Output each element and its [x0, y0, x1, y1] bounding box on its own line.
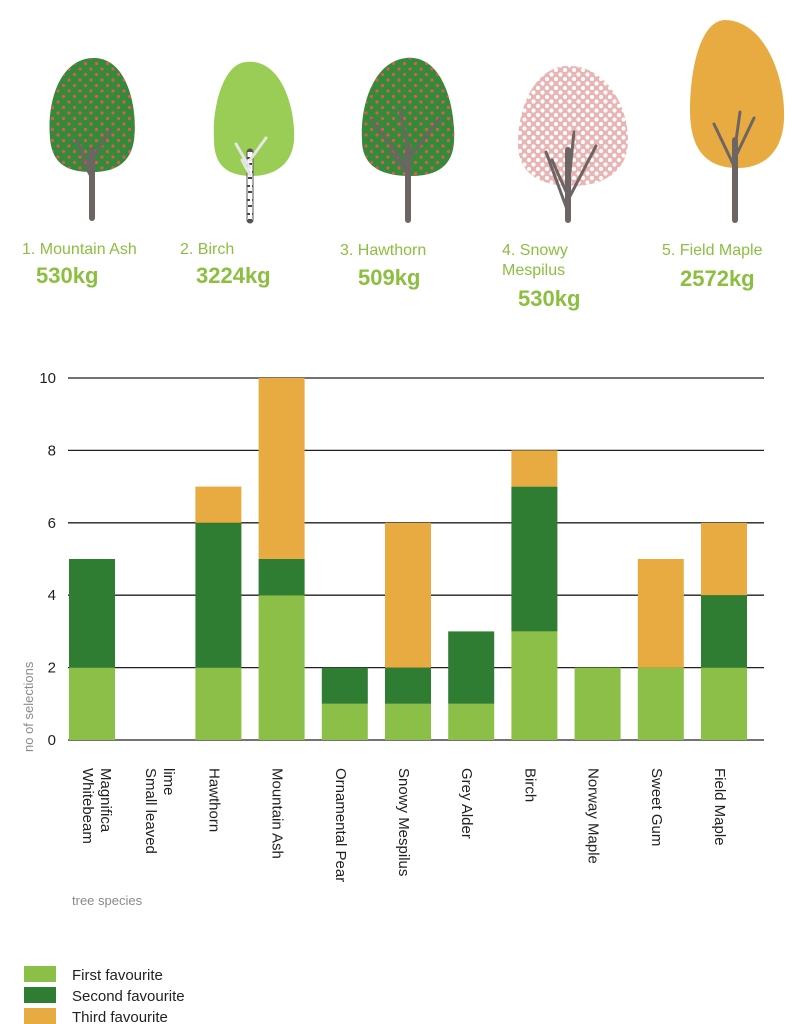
y-tick-label: 6 [48, 515, 56, 532]
tree-branch [733, 116, 756, 160]
tree-name-label: 3. Hawthorn [340, 242, 426, 259]
tree-labels: 1. Mountain Ash 530kg 2. Birch 3224kg 3. Haw… [22, 241, 763, 311]
y-tick-label: 8 [48, 442, 56, 459]
tree-branch [544, 150, 570, 214]
x-category-label: Whitebeam [79, 768, 96, 844]
tree-name-label: Mespilus [502, 262, 565, 279]
tree-weight-label: 530kg [36, 263, 98, 288]
tree-weight-label: 2572kg [680, 266, 755, 291]
y-tick-label: 2 [48, 660, 56, 677]
bar-segment-3 [258, 378, 305, 559]
x-category-label: Magnifica [97, 768, 114, 833]
tree-branch [398, 108, 410, 152]
tree-weight-label: 3224kg [196, 263, 271, 288]
x-category-label: Hawthorn [205, 768, 222, 832]
tree-branch [406, 116, 442, 162]
tree-branch [74, 138, 94, 172]
tree-name-label: 4. Snowy [502, 242, 568, 259]
tree-name-label: 5. Field Maple [662, 242, 763, 259]
x-category-label: Sweet Gum [648, 768, 665, 846]
tree-branch [566, 144, 598, 202]
bar-segment-2 [701, 595, 747, 668]
y-tick-label: 4 [48, 587, 56, 604]
bar-segment-3 [511, 450, 558, 487]
tree-branch [712, 122, 737, 170]
legend-label: Third favourite [72, 1009, 168, 1024]
tree-2 [213, 61, 295, 224]
x-category-label: Small leaved [142, 768, 159, 854]
x-category-label: Norway Maple [585, 768, 602, 864]
bar-segment-1 [195, 667, 242, 740]
tree-branch [370, 118, 410, 170]
bar-segment-1 [701, 667, 747, 740]
chart-legend: First favourite Second favourite Third fav… [24, 966, 185, 1024]
tree-3 [361, 57, 455, 223]
bar-segment-2 [385, 667, 431, 704]
tree-branch [550, 158, 570, 198]
tree-branch [388, 148, 410, 176]
legend-swatch [24, 987, 56, 1003]
x-category-label: Birch [521, 768, 538, 802]
x-category-label: Field Maple [711, 768, 728, 846]
bar-segment-3 [701, 522, 747, 596]
bar-segment-2 [69, 559, 115, 668]
stacked-bar-chart: 0 2 4 6 8 10 no of selections Whitebeam Magnific… [21, 370, 764, 908]
bar-segment-2 [258, 559, 305, 596]
tree-branch [80, 158, 94, 180]
tree-branch [234, 142, 252, 170]
bar-segment-3 [637, 559, 684, 668]
y-axis-title: no of selections [21, 661, 36, 752]
bar-segment-3 [195, 486, 242, 523]
bar-segment-2 [195, 522, 242, 668]
tree-4 [518, 65, 628, 223]
tree-weight-label: 509kg [358, 265, 420, 290]
x-category-label: Grey Alder [458, 768, 475, 839]
bar-segment-3 [385, 522, 431, 668]
bar-segment-2 [448, 631, 495, 704]
tree-blossom [518, 65, 628, 186]
bar-segment-1 [574, 667, 621, 740]
tree-crown [690, 20, 785, 168]
tree-5 [690, 20, 785, 223]
legend-label: Second favourite [72, 988, 185, 1005]
legend-swatch [24, 1008, 56, 1024]
tree-branch [248, 136, 268, 162]
x-category-label: Ornamental Pear [332, 768, 349, 882]
y-tick-label: 10 [39, 370, 56, 387]
x-category-label: Snowy Mespilus [395, 768, 412, 876]
tree-berries [49, 57, 135, 172]
tree-branch [733, 110, 742, 150]
bar-segment-1 [321, 703, 368, 740]
bar-segment-1 [69, 667, 115, 740]
x-category-label: Mountain Ash [269, 768, 286, 859]
legend-swatch [24, 966, 56, 982]
x-axis-title: tree species [72, 893, 143, 908]
tree-berries [361, 57, 455, 176]
tree-illustrations [49, 20, 785, 224]
bar-segment-2 [511, 486, 558, 632]
tree-crown [213, 61, 295, 176]
bar-segment-1 [511, 631, 558, 740]
bar-segment-1 [258, 595, 305, 740]
tree-branch [90, 128, 112, 162]
tree-weight-label: 530kg [518, 286, 580, 311]
bar-segment-1 [637, 667, 684, 740]
tree-name-label: 2. Birch [180, 241, 234, 258]
bar-segment-1 [385, 703, 431, 740]
tree-branch [566, 130, 576, 192]
y-tick-label: 0 [48, 732, 56, 749]
tree-name-label: 1. Mountain Ash [22, 241, 137, 258]
bar-segment-2 [321, 667, 368, 704]
bar-segment-1 [448, 703, 495, 740]
tree-1 [49, 57, 135, 221]
legend-label: First favourite [72, 967, 163, 984]
x-category-label: lime [160, 768, 177, 796]
tree-branch [240, 158, 252, 177]
